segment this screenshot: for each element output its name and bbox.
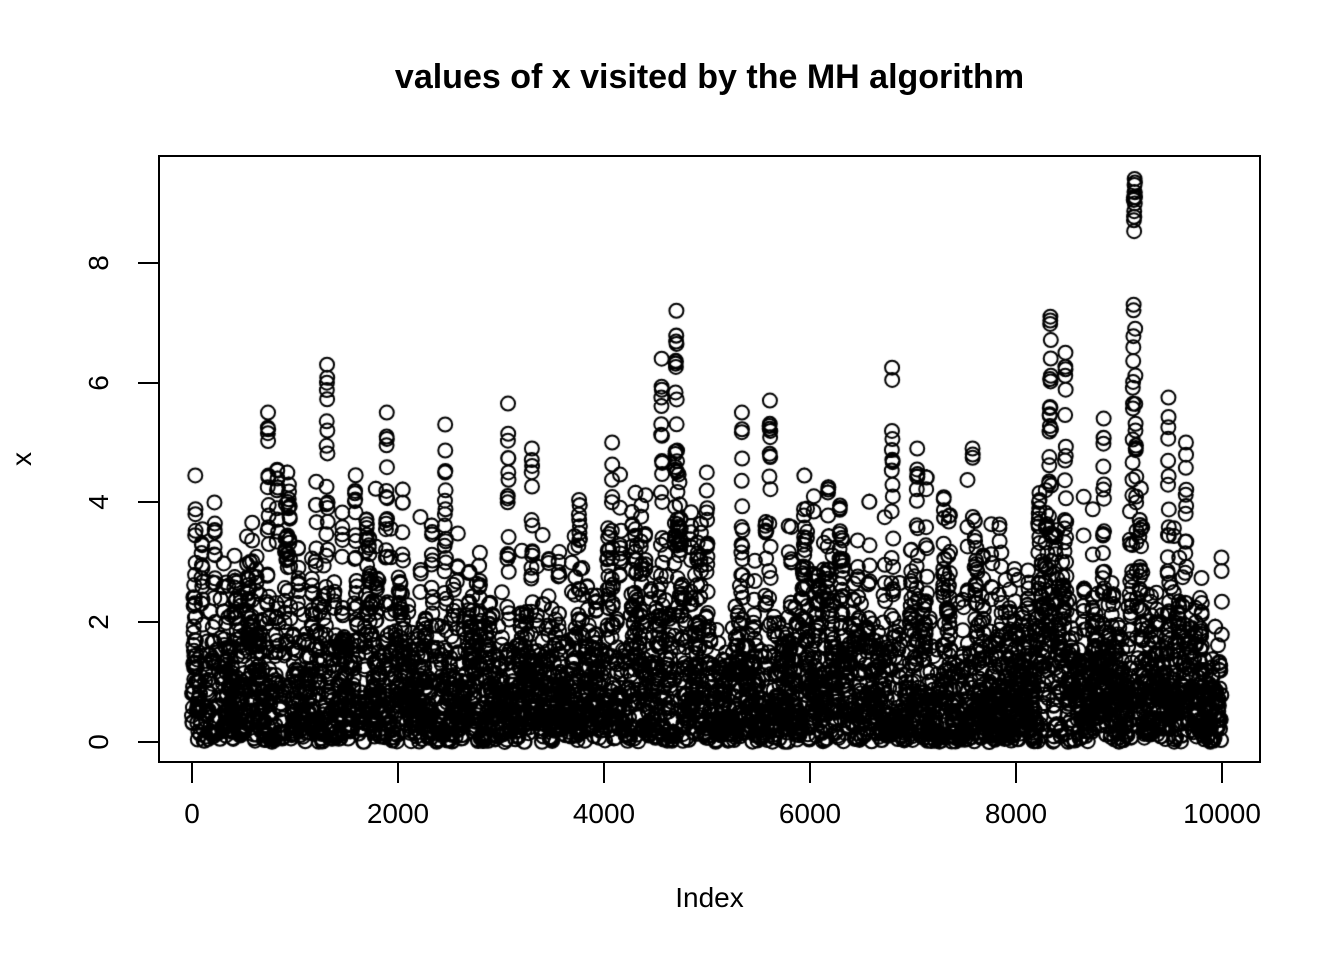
y-tick-mark bbox=[138, 501, 158, 504]
y-tick-mark bbox=[138, 741, 158, 743]
x-tick-label: 2000 bbox=[366, 798, 430, 829]
x-tick-label: 4000 bbox=[572, 798, 636, 829]
chart-title: values of x visited by the MH algorithm bbox=[394, 58, 1025, 96]
x-tick-label: 0 bbox=[184, 798, 200, 829]
x-tick-label: 8000 bbox=[984, 798, 1048, 829]
y-tick-mark bbox=[138, 381, 158, 384]
x-tick-mark bbox=[1015, 763, 1017, 783]
y-tick-label: 0 bbox=[83, 734, 114, 750]
y-tick-label: 8 bbox=[83, 255, 114, 271]
x-tick-mark bbox=[397, 763, 399, 783]
y-tick-label: 4 bbox=[83, 494, 114, 511]
y-tick-label: 6 bbox=[83, 374, 114, 391]
x-tick-label: 10000 bbox=[1183, 798, 1261, 829]
y-tick-mark bbox=[138, 261, 158, 264]
x-tick-mark bbox=[191, 763, 193, 783]
x-axis-title: Index bbox=[675, 882, 744, 913]
y-tick-label: 2 bbox=[83, 614, 114, 630]
y-axis-title: x bbox=[6, 452, 37, 466]
x-tick-label: 6000 bbox=[778, 798, 842, 829]
y-tick-mark bbox=[138, 621, 158, 624]
scatter-points-canvas bbox=[158, 155, 1261, 763]
x-tick-mark bbox=[1221, 763, 1223, 783]
x-tick-mark bbox=[603, 763, 605, 783]
x-tick-mark bbox=[809, 763, 811, 783]
